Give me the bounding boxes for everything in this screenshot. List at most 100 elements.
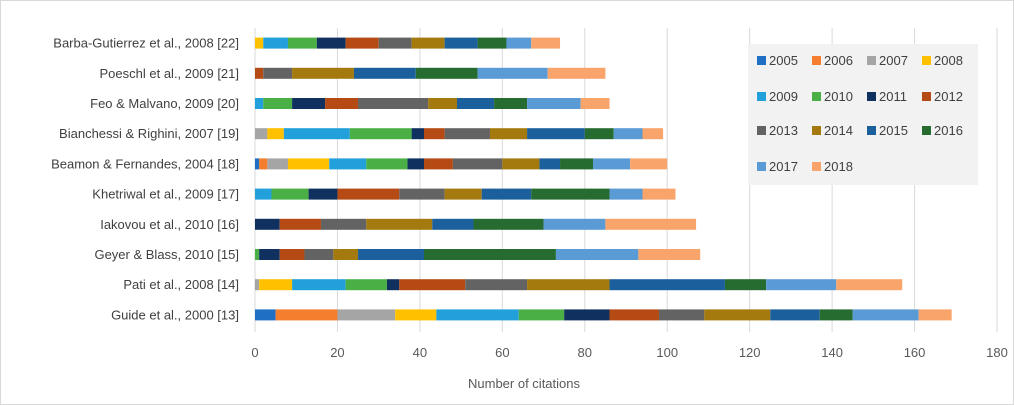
category-label: Pati et al., 2008 [14] [123,277,239,292]
legend-label: 2016 [934,123,963,138]
bar-segment-2016 [560,158,594,170]
bar-segment-2014 [502,158,540,170]
bar-segment-2018 [547,67,606,79]
x-tick-label: 80 [578,345,592,360]
bar-segment-2015 [358,249,425,260]
legend-swatch-2011 [867,92,876,101]
legend-label: 2013 [769,123,798,138]
bar-segment-2018 [918,309,952,321]
category-label: Geyer & Blass, 2010 [15] [94,247,239,262]
bar-segment-2005 [255,158,260,170]
legend-label: 2012 [934,89,963,104]
bar-segment-2017 [852,309,919,321]
bar-segment-2011 [407,158,425,170]
bar-segment-2009 [436,309,519,321]
bar-segment-2013 [658,309,705,321]
bar-segment-2016 [531,188,610,200]
bar-segment-2017 [477,67,548,79]
bar-segment-2013 [358,98,429,109]
bar-segment-2013 [304,249,334,260]
legend-label: 2007 [879,53,908,68]
bar-segment-2012 [424,128,445,140]
bar-segment-2011 [564,309,610,321]
bar-segment-2011 [411,128,425,140]
legend-swatch-2017 [757,162,766,171]
bar-segment-2017 [543,218,606,230]
legend-swatch-2015 [867,126,876,135]
bar-segment-2013 [465,279,528,291]
x-tick-label: 0 [251,345,258,360]
legend-swatch-2018 [812,162,821,171]
x-tick-label: 160 [904,345,926,360]
bar-segment-2012 [399,279,466,291]
bar-segment-2006 [275,309,338,321]
bar-segment-2015 [456,98,495,109]
legend-background [748,44,978,185]
bar-segment-2007 [255,128,268,140]
legend-label: 2009 [769,89,798,104]
bar-segment-2015 [353,67,416,79]
legend-label: 2008 [934,53,963,68]
legend-label: 2005 [769,53,798,68]
category-label: Barba-Gutierrez et al., 2008 [22] [53,36,239,51]
bar-segment-2011 [386,279,400,291]
bar-segment-2016 [415,67,478,79]
x-tick-label: 40 [413,345,427,360]
bar-segment-2012 [609,309,659,321]
legend-swatch-2013 [757,126,766,135]
bar-segment-2010 [271,188,309,200]
bar-segment-2015 [539,158,561,170]
bar-segment-2015 [609,279,725,291]
bar-segment-2018 [642,188,676,200]
bar-segment-2013 [399,188,445,200]
x-axis-title: Number of citations [468,376,580,391]
legend-swatch-2005 [757,56,766,65]
category-label: Feo & Malvano, 2009 [20] [90,96,239,111]
bar-segment-2018 [531,37,561,49]
legend-swatch-2007 [867,56,876,65]
bar-segment-2016 [724,279,767,291]
bar-segment-2017 [527,98,581,109]
bar-segment-2012 [255,67,264,79]
bar-segment-2014 [704,309,771,321]
bar-segment-2009 [283,128,350,140]
legend: 2005 2006 2007 2008 2009 2010 2011 2012 2013 2014… [748,44,978,185]
bar-segment-2015 [432,218,474,230]
category-label: Guide et al., 2000 [13] [111,307,239,322]
bar-segment-2008 [287,158,330,170]
bar-segment-2009 [255,188,272,200]
x-tick-labels: 0 20 40 60 80 100 120 140 160 180 [251,345,1007,360]
bar-segment-2008 [395,309,437,321]
bar-segment-2018 [580,98,610,109]
x-tick-label: 180 [986,345,1008,360]
bar-segment-2012 [345,37,379,49]
legend-label: 2010 [824,89,853,104]
bar-segment-2013 [263,67,293,79]
bar-segment-2012 [337,188,400,200]
bar-segment-2009 [263,37,288,49]
bar-segment-2013 [444,128,490,140]
bar-segment-2015 [770,309,820,321]
category-label: Beamon & Fernandes, 2004 [18] [51,156,239,171]
bar-segment-2014 [428,98,457,109]
bar-segment-2011 [259,249,280,260]
bar-segment-2007 [255,279,260,291]
bar-segment-2012 [279,218,321,230]
legend-swatch-2006 [812,56,821,65]
bar-segment-2018 [638,249,701,260]
legend-swatch-2009 [757,92,766,101]
bar-segment-2008 [255,37,264,49]
bars-layer [255,37,952,321]
legend-swatch-2014 [812,126,821,135]
bar-segment-2013 [452,158,503,170]
bar-segment-2015 [444,37,478,49]
x-tick-label: 20 [330,345,344,360]
bar-segment-2012 [325,98,359,109]
bar-segment-2010 [518,309,565,321]
bar-segment-2007 [337,309,396,321]
bar-segment-2008 [259,279,293,291]
bar-segment-2016 [494,98,528,109]
bar-segment-2006 [259,158,268,170]
bar-segment-2017 [555,249,639,260]
